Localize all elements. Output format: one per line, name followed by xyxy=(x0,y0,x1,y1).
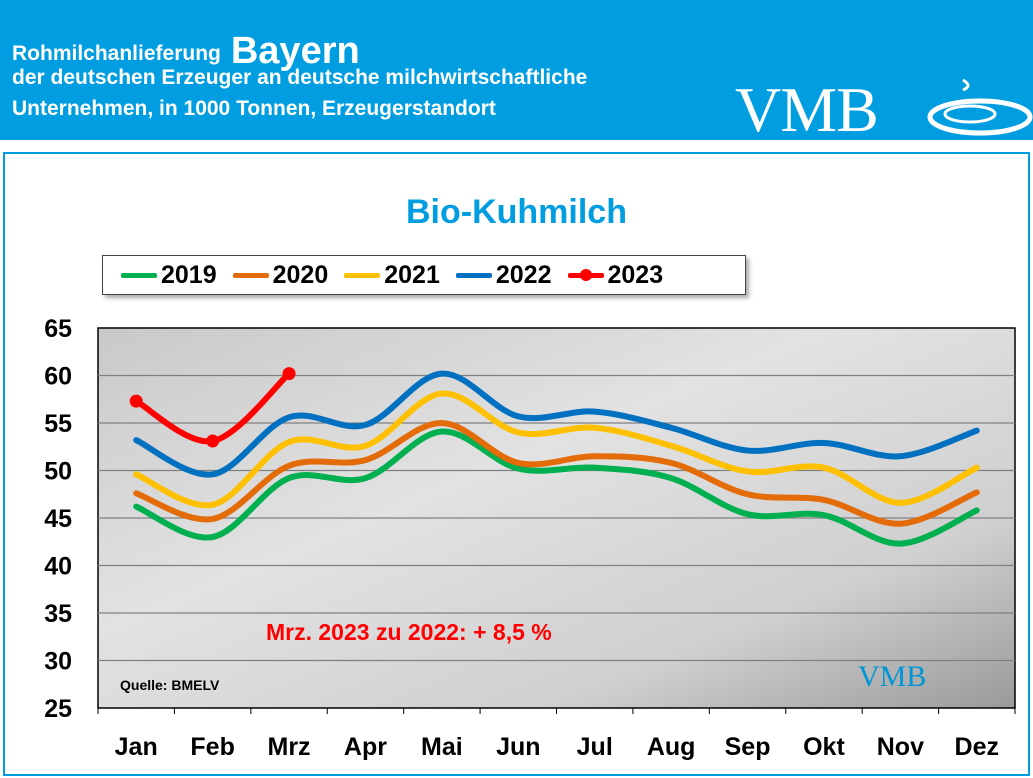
x-tick-label: Nov xyxy=(877,733,924,761)
y-tick-label: 55 xyxy=(44,410,72,438)
legend-item-2022: 2022 xyxy=(455,260,552,290)
x-tick-label: Jul xyxy=(577,733,613,761)
legend-label: 2022 xyxy=(495,260,552,289)
milk-drop-logo-icon xyxy=(927,78,1033,136)
watermark-logo: VMB xyxy=(858,660,926,693)
y-tick-label: 40 xyxy=(44,553,72,581)
header-line2: der deutschen Erzeuger an deutsche milch… xyxy=(12,66,588,89)
x-tick-label: Aug xyxy=(647,733,696,761)
x-tick-label: Apr xyxy=(344,733,387,761)
x-tick-label: Sep xyxy=(725,733,771,761)
x-tick-label: Feb xyxy=(190,733,234,761)
legend: 2019 2020 2021 2022 2023 xyxy=(102,255,746,295)
chart-frame xyxy=(3,152,1030,776)
series-line-2022 xyxy=(133,370,980,478)
legend-swatch xyxy=(455,272,492,278)
legend-swatch xyxy=(344,272,381,278)
vmb-logo: VMB xyxy=(735,78,1033,142)
header-line1: Rohmilchanlieferung Bayern xyxy=(12,30,360,72)
annotation: Mrz. 2023 zu 2022: + 8,5 % xyxy=(266,619,552,645)
header: Rohmilchanlieferung Bayern der deutschen … xyxy=(0,0,1033,142)
legend-swatch xyxy=(567,268,604,281)
data-point-2023 xyxy=(282,367,296,381)
legend-item-2020: 2020 xyxy=(232,260,329,290)
y-tick-label: 25 xyxy=(44,695,72,723)
data-point-2023 xyxy=(129,394,143,408)
x-tick-label: Mrz xyxy=(268,733,311,761)
region-title: Bayern xyxy=(230,30,360,72)
x-tick-label: Jan xyxy=(115,733,158,761)
x-tick-label: Dez xyxy=(955,733,999,761)
series-line-2021 xyxy=(133,390,980,509)
x-tick-label: Okt xyxy=(803,733,845,761)
legend-label: 2020 xyxy=(272,260,329,289)
legend-swatch xyxy=(232,272,269,278)
y-tick-label: 30 xyxy=(44,648,72,676)
legend-label: 2021 xyxy=(384,260,440,289)
x-tick-label: Jun xyxy=(496,733,540,761)
y-tick-label: 65 xyxy=(44,315,72,343)
y-tick-label: 50 xyxy=(44,458,72,486)
legend-item-2021: 2021 xyxy=(344,261,440,290)
chart-title: Bio-Kuhmilch xyxy=(406,193,627,231)
series-line-2020 xyxy=(133,419,980,527)
source-label: Quelle: BMELV xyxy=(120,677,220,693)
legend-label: 2019 xyxy=(161,260,217,289)
y-tick-label: 60 xyxy=(44,363,72,391)
data-point-2023 xyxy=(206,434,220,448)
series-line-2019 xyxy=(133,428,980,547)
y-tick-label: 35 xyxy=(44,600,72,628)
y-tick-label: 45 xyxy=(44,505,72,533)
x-tick-label: Mai xyxy=(421,733,463,761)
legend-swatch xyxy=(121,272,157,278)
legend-label: 2023 xyxy=(607,260,664,289)
legend-item-2023: 2023 xyxy=(567,260,664,290)
header-line3: Unternehmen, in 1000 Tonnen, Erzeugersta… xyxy=(12,97,496,120)
legend-item-2019: 2019 xyxy=(121,261,217,290)
